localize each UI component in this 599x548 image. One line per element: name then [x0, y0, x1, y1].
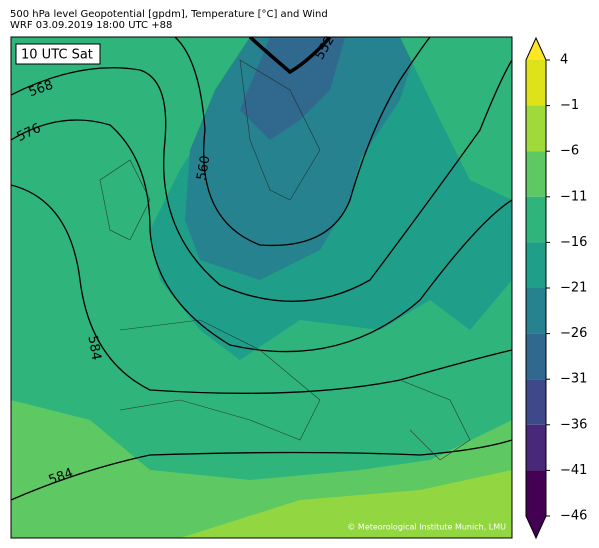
color-band [526, 379, 546, 425]
title: 500 hPa level Geopotential [gpdm], Tempe… [10, 9, 328, 20]
tick-label: −26 [560, 326, 587, 341]
map: 10 UTC Sat 552 560 568 576 584 584 © Met… [10, 33, 513, 539]
map-frame [10, 36, 513, 539]
tick-label: −21 [560, 281, 587, 296]
tick-label: −6 [560, 144, 579, 159]
time-label: 10 UTC Sat [21, 48, 93, 63]
color-band [526, 470, 546, 516]
contours [11, 37, 512, 501]
tick-label: −36 [560, 417, 587, 432]
warmest-south [180, 470, 512, 538]
tick-label: 4 [560, 53, 568, 68]
color-band [526, 151, 546, 197]
tick-label: −41 [560, 463, 587, 478]
color-band [526, 60, 546, 106]
colorbar: 4 −1 −6 −11 −16 −21 −26 −31 −36 −41 −46 [525, 36, 587, 540]
tick-label: −1 [560, 98, 579, 113]
coastlines [99, 59, 471, 461]
contour-label: 584 [84, 334, 103, 361]
tick-label: −31 [560, 372, 587, 387]
extend-under [526, 516, 546, 538]
tick-label: −11 [560, 189, 587, 204]
color-band [526, 105, 546, 152]
color-band [526, 196, 546, 243]
color-band [526, 424, 546, 471]
colder-region [185, 37, 420, 280]
subtitle: WRF 03.09.2019 18:00 UTC +88 [10, 20, 172, 31]
credit: © Meteorological Institute Munich, LMU [347, 523, 506, 532]
contour-label: 560 [194, 154, 213, 181]
tick-label: −46 [560, 509, 587, 524]
color-band [526, 242, 546, 288]
tick-label: −16 [560, 235, 587, 250]
extend-over [526, 38, 546, 60]
color-band [526, 333, 546, 380]
coldest-region [240, 37, 345, 140]
warm-ne [400, 37, 512, 200]
color-band [526, 288, 546, 334]
time-box [15, 43, 101, 65]
